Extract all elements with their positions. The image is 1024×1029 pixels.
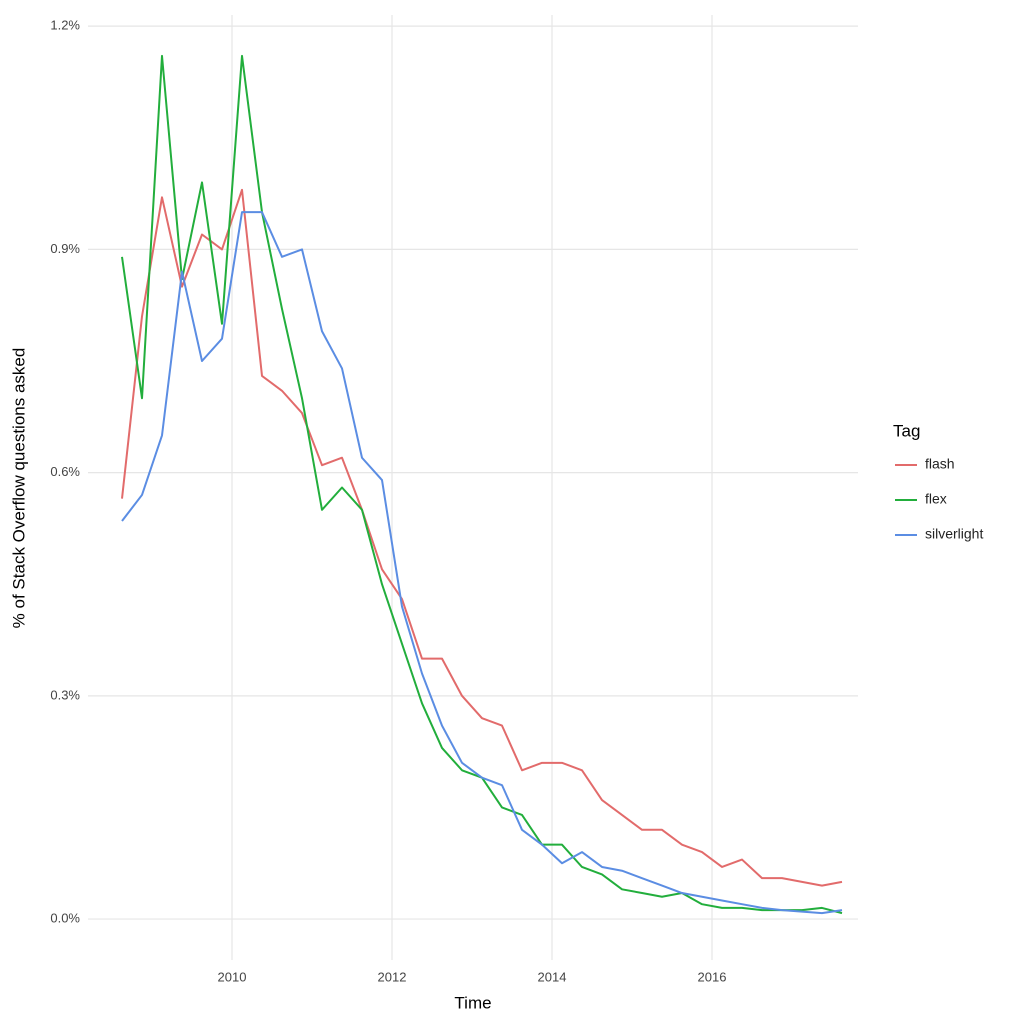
x-tick-label: 2014 [538, 969, 567, 984]
line-series [121, 188, 843, 887]
y-tick-label: 1.2% [50, 18, 80, 33]
line-series [121, 54, 843, 915]
line-series [121, 211, 843, 915]
y-tick-label: 0.0% [50, 911, 80, 926]
x-tick-label: 2016 [698, 969, 727, 984]
y-tick-label: 0.6% [50, 464, 80, 479]
x-tick-label: 2010 [218, 969, 247, 984]
legend-title: Tag [893, 421, 920, 440]
x-tick-label: 2012 [378, 969, 407, 984]
y-axis-title: % of Stack Overflow questions asked [9, 348, 28, 629]
y-tick-label: 0.3% [50, 687, 80, 702]
legend-label: silverlight [925, 526, 983, 542]
y-tick-label: 0.9% [50, 241, 80, 256]
x-axis-title: Time [454, 993, 491, 1012]
legend-label: flash [925, 456, 955, 472]
legend-label: flex [925, 491, 947, 507]
